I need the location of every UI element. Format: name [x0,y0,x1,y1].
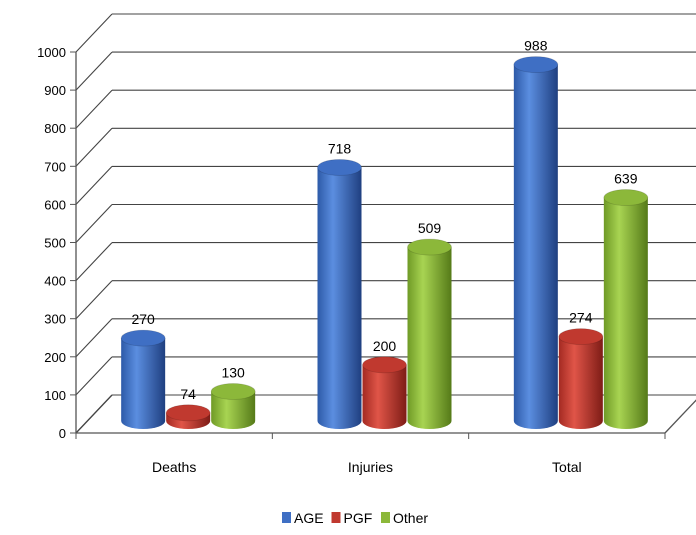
gridline-depth [75,166,113,205]
data-label: 200 [373,338,397,354]
bar-pgf-injuries [362,356,407,429]
gridline-depth [75,89,113,129]
data-label: 274 [569,310,593,326]
data-label: 270 [131,311,155,327]
x-axis: Deaths Injuries Total [152,459,582,475]
y-tick-label: 900 [44,83,66,98]
y-axis: 0 100 200 300 400 500 600 700 800 900 1000 [37,45,666,441]
bar-other-deaths [210,383,256,429]
gridline-depth [75,394,113,434]
y-tick-label: 200 [44,350,66,365]
bar-other-injuries [407,238,452,429]
data-label: 639 [614,171,638,187]
gridline-depth [75,280,113,320]
legend-item-other: Other [381,510,428,526]
gridline-depth [75,127,113,167]
legend-swatch [331,512,341,523]
legend-item-age: AGE [282,510,324,526]
y-tick-label: 300 [44,312,66,327]
gridlines [75,13,696,434]
bar-age-deaths [120,329,166,429]
legend-item-pgf: PGF [331,510,373,526]
bar-pgf-deaths [165,404,211,429]
floor-edge [664,399,696,434]
y-tick-label: 800 [44,121,66,136]
x-tick-label: Injuries [348,459,393,475]
data-labels: 270 74 130 718 200 509 988 274 639 [131,38,637,402]
data-label: 74 [180,386,196,402]
y-tick-label: 700 [44,159,66,174]
gridline-depth [75,13,113,53]
gridline-depth [75,51,113,91]
legend-swatch [282,512,291,523]
legend-label: AGE [294,510,324,526]
bar-other-total [603,189,649,429]
bar-age-injuries [317,159,362,429]
legend-label: PGF [344,510,373,526]
legend: AGE PGF Other [282,510,428,526]
data-label: 988 [524,38,548,54]
y-tick-label: 0 [59,426,66,441]
y-tick-label: 600 [44,197,66,212]
y-tick-label: 1000 [37,45,66,60]
data-label: 718 [328,140,352,156]
bar-age-total [513,56,559,430]
x-tick-label: Deaths [152,459,196,475]
data-label: 509 [418,220,442,236]
gridline-depth [75,356,113,396]
gridline-depth [75,318,113,358]
legend-label: Other [393,510,428,526]
gridline-depth [75,242,113,281]
y-tick-label: 100 [44,388,66,403]
bars [120,56,649,430]
legend-swatch [381,512,390,523]
y-tick-label: 500 [44,236,66,251]
bar-pgf-total [558,328,604,429]
y-tick-label: 400 [44,274,66,289]
x-tick-label: Total [552,459,582,475]
data-label: 130 [221,364,245,380]
gridline-depth [75,204,113,243]
